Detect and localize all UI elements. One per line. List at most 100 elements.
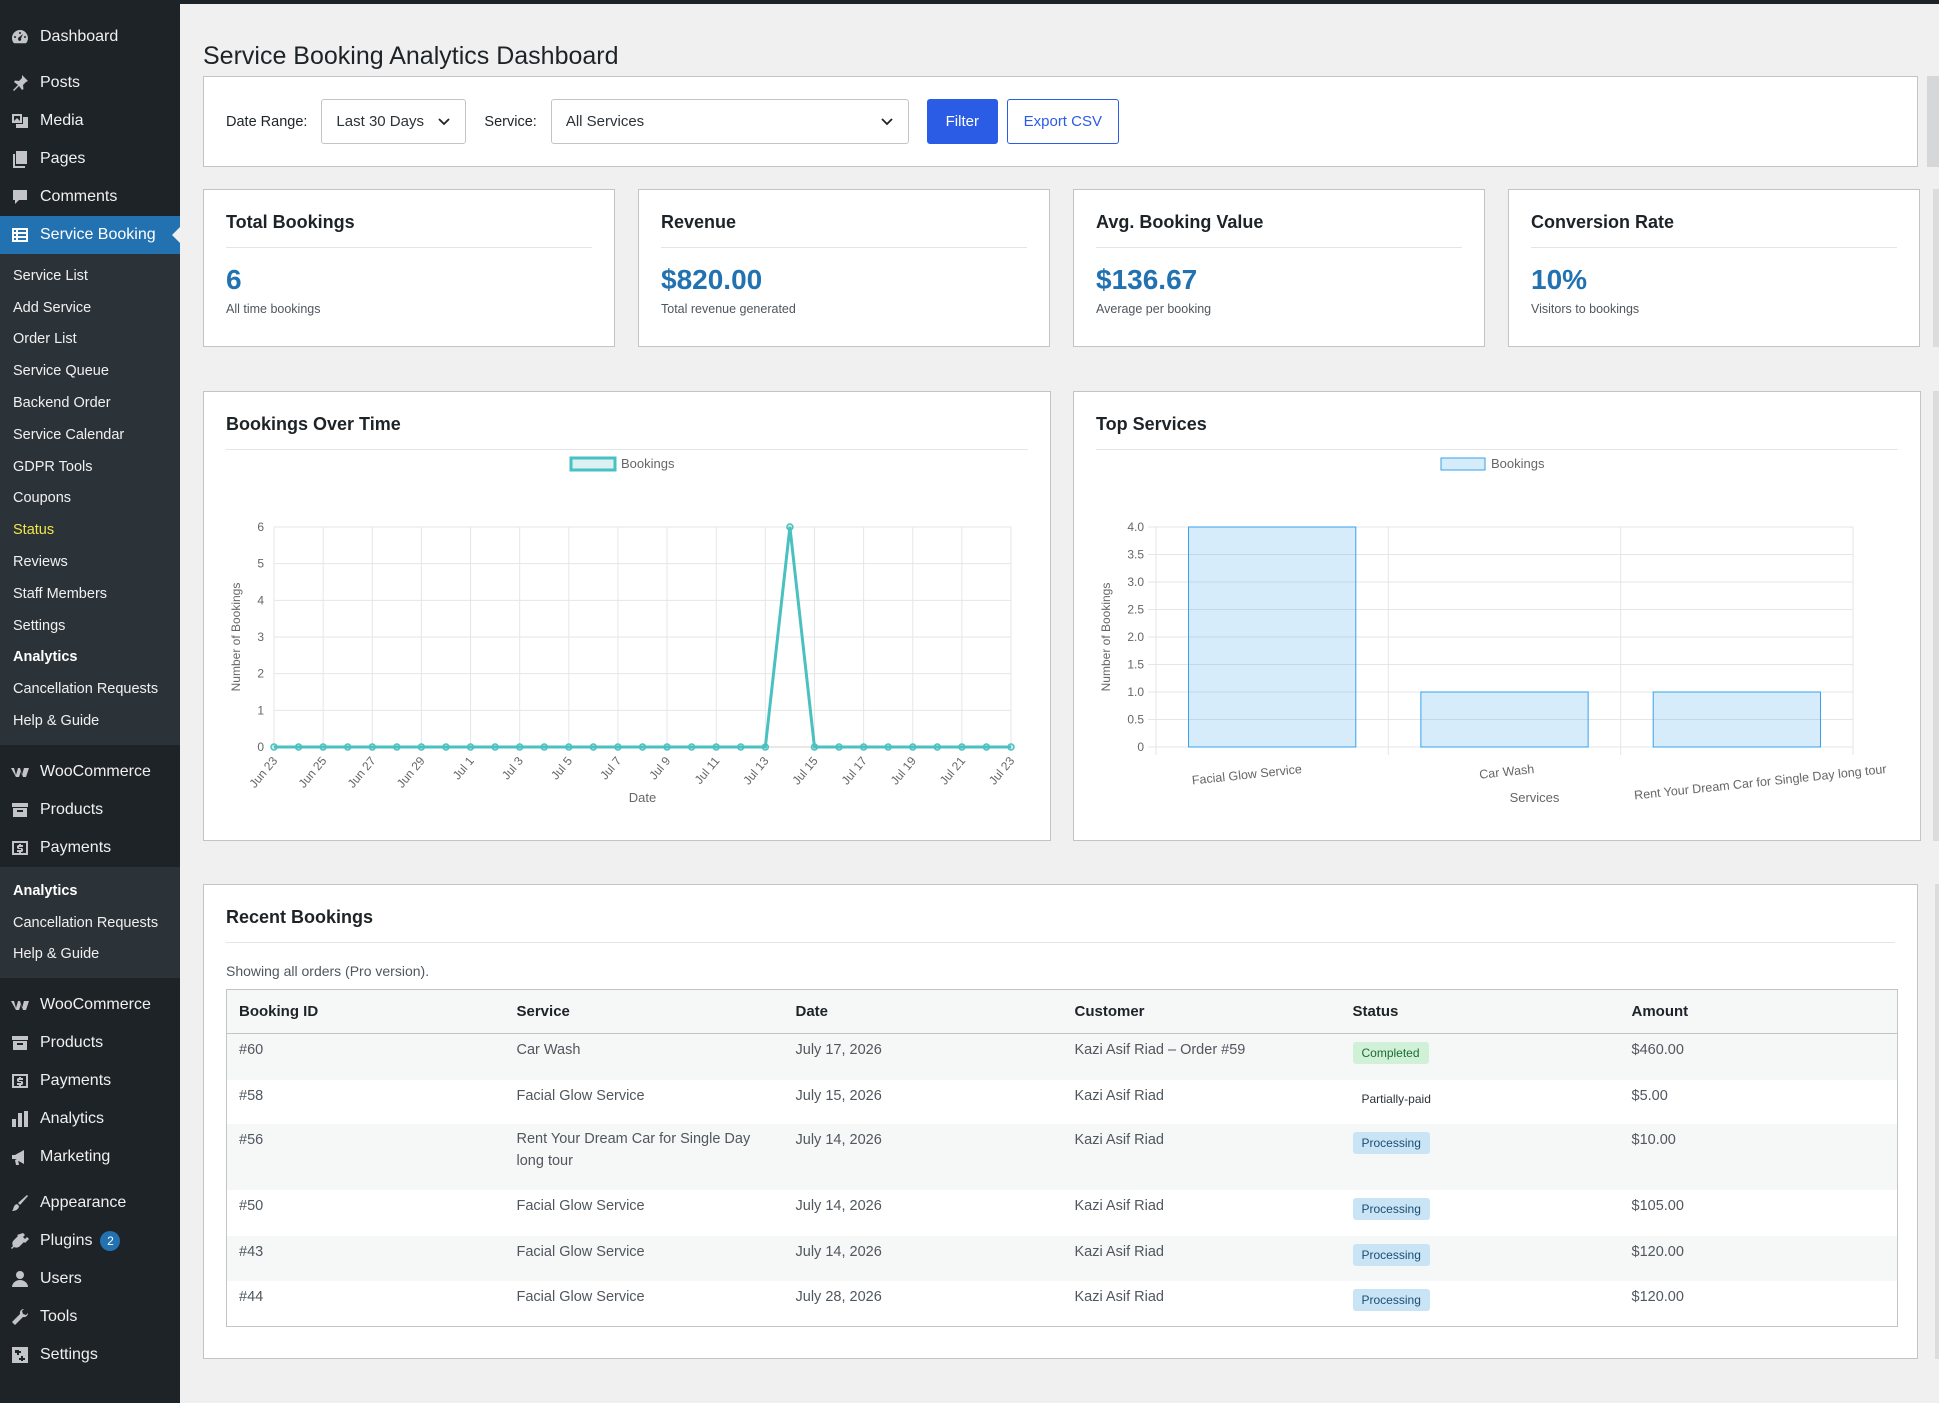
- recent-bookings-title: Recent Bookings: [226, 907, 1895, 943]
- sidebar-item-settings[interactable]: Settings: [0, 1336, 180, 1374]
- data-point: [737, 743, 745, 751]
- submenu-settings[interactable]: Settings: [13, 617, 66, 634]
- sidebar-item-appearance[interactable]: Appearance: [0, 1184, 180, 1222]
- filter-button[interactable]: Filter: [926, 99, 998, 144]
- submenu-add-service[interactable]: Add Service: [13, 299, 92, 316]
- top-services-panel: Top Services Bookings 0 0.5 1.0 1.5 2.0 2.5 3.0…: [1073, 391, 1921, 841]
- data-point: [859, 743, 868, 751]
- col-date: Date: [783, 989, 1063, 1034]
- cell-booking-id: #50: [239, 1197, 264, 1214]
- data-point: [884, 743, 892, 751]
- submenu-order-list[interactable]: Order List: [13, 331, 77, 348]
- sidebar-item-analytics[interactable]: Analytics: [0, 1100, 180, 1138]
- sidebar-item-label: Payments: [40, 1072, 112, 1090]
- duplicate-submenu: Analytics Cancellation Requests Help & G…: [0, 866, 180, 979]
- table-row[interactable]: #43 Facial Glow Service July 14, 2026 Ka…: [226, 1235, 1898, 1281]
- card-subtitle: Average per booking: [1096, 302, 1212, 316]
- sidebar-item-users[interactable]: Users: [0, 1260, 180, 1298]
- submenu-reviews[interactable]: Reviews: [13, 554, 68, 571]
- sidebar-item-marketing[interactable]: Marketing: [0, 1138, 180, 1176]
- y-tick-label: 6: [257, 520, 264, 534]
- submenu-service-calendar[interactable]: Service Calendar: [13, 426, 125, 443]
- y-tick-label: 0: [1137, 740, 1144, 754]
- settings-icon: [10, 1345, 30, 1365]
- sidebar-item-products[interactable]: Products: [0, 791, 180, 829]
- service-select[interactable]: All Services: [550, 99, 909, 144]
- bar: [1188, 526, 1357, 748]
- scrollbar[interactable]: [1933, 391, 1939, 841]
- top-strip: [0, 0, 1939, 4]
- submenu-cancellation-requests[interactable]: Cancellation Requests: [13, 681, 159, 698]
- y-tick-label: 3: [257, 630, 264, 644]
- cell-status: Processing: [1340, 1123, 1620, 1190]
- sidebar-item-payments[interactable]: Payments: [0, 1062, 180, 1100]
- submenu-help-guide[interactable]: Help & Guide: [13, 713, 100, 730]
- submenu-service-queue[interactable]: Service Queue: [13, 363, 109, 380]
- sidebar-item-woocommerce[interactable]: WooCommerce: [0, 753, 180, 791]
- sidebar-item-label: Service Booking: [40, 226, 156, 243]
- data-point: [515, 743, 524, 751]
- card-title: Avg. Booking Value: [1096, 212, 1462, 248]
- data-point: [270, 743, 278, 751]
- x-axis-label: Date: [629, 790, 656, 805]
- y-tick-label: 2: [257, 667, 264, 681]
- data-point: [540, 743, 548, 751]
- sidebar-item-products[interactable]: Products: [0, 1024, 180, 1062]
- sidebar-item-service-booking[interactable]: Service Booking: [0, 216, 180, 254]
- data-point: [761, 743, 770, 751]
- x-tick-label: Jul 21: [937, 754, 969, 788]
- submenu-coupons[interactable]: Coupons: [13, 490, 72, 507]
- table-row[interactable]: #60 Car Wash July 17, 2026 Kazi Asif Ria…: [226, 1033, 1898, 1080]
- submenu-gdpr-tools[interactable]: GDPR Tools: [13, 458, 93, 475]
- submenu-analytics[interactable]: Analytics: [13, 649, 78, 666]
- x-tick-label: Jul 17: [839, 754, 871, 788]
- list-icon: [10, 225, 30, 245]
- sidebar-item-woocommerce[interactable]: WooCommerce: [0, 986, 180, 1024]
- series-line-bookings: [274, 526, 1011, 749]
- table-row[interactable]: #56 Rent Your Dream Car for Single Day l…: [226, 1123, 1898, 1190]
- pages-icon: [10, 149, 30, 169]
- submenu-help-guide[interactable]: Help & Guide: [13, 946, 100, 963]
- cell-booking-id: #43: [226, 1235, 505, 1281]
- sidebar-item-plugins[interactable]: Plugins 2: [0, 1222, 180, 1260]
- legend-swatch: [1440, 457, 1486, 471]
- y-tick-label: 4.0: [1127, 520, 1144, 534]
- submenu-backend-order[interactable]: Backend Order: [13, 395, 111, 412]
- scrollbar[interactable]: [1927, 76, 1939, 167]
- export-csv-button[interactable]: Export CSV: [1006, 99, 1119, 144]
- cell-amount: $5.00: [1631, 1087, 1668, 1104]
- sidebar-item-label: Settings: [40, 1346, 98, 1364]
- sidebar-item-payments[interactable]: Payments: [0, 829, 180, 867]
- bookings-over-time-panel: Bookings Over Time Bookings 0 1 2 3 4 5 6 Jun 23…: [203, 391, 1051, 841]
- sidebar-item-pages[interactable]: Pages: [0, 140, 180, 178]
- table-row[interactable]: #44 Facial Glow Service July 28, 2026 Ka…: [227, 1281, 1898, 1327]
- x-tick-label: Jul 19: [888, 754, 920, 788]
- card-subtitle: Visitors to bookings: [1531, 302, 1640, 316]
- cell-date: July 14, 2026: [783, 1123, 1063, 1190]
- sidebar-item-comments[interactable]: Comments: [0, 178, 180, 216]
- sidebar-item-posts[interactable]: Posts: [0, 64, 180, 102]
- card-title: Conversion Rate: [1531, 212, 1897, 248]
- y-tick-label: 1: [257, 703, 264, 717]
- data-point: [589, 743, 598, 751]
- scrollbar[interactable]: [1935, 884, 1939, 1359]
- submenu-status[interactable]: Status: [13, 522, 55, 539]
- submenu-service-list[interactable]: Service List: [13, 267, 88, 284]
- x-tick-label: Rent Your Dream Car for Single Day long …: [1633, 762, 1887, 802]
- sidebar-item-tools[interactable]: Tools: [0, 1298, 180, 1336]
- submenu-analytics[interactable]: Analytics: [13, 882, 78, 899]
- table-row[interactable]: #50 Facial Glow Service July 14, 2026 Ka…: [227, 1190, 1898, 1236]
- sidebar-item-dashboard[interactable]: Dashboard: [0, 18, 180, 56]
- y-tick-label: 0.5: [1127, 713, 1144, 727]
- table-row[interactable]: #58 Facial Glow Service July 15, 2026 Ka…: [227, 1080, 1898, 1124]
- submenu-staff-members[interactable]: Staff Members: [13, 585, 108, 602]
- submenu-cancellation-requests[interactable]: Cancellation Requests: [13, 914, 159, 931]
- sidebar-item-label: Tools: [40, 1308, 78, 1326]
- data-point: [933, 743, 942, 751]
- service-value: All Services: [565, 113, 645, 130]
- cell-date: July 14, 2026: [795, 1197, 882, 1214]
- scrollbar[interactable]: [1933, 189, 1939, 347]
- sidebar-item-media[interactable]: Media: [0, 102, 180, 140]
- bar: [1652, 691, 1821, 748]
- date-range-select[interactable]: Last 30 Days: [321, 99, 467, 144]
